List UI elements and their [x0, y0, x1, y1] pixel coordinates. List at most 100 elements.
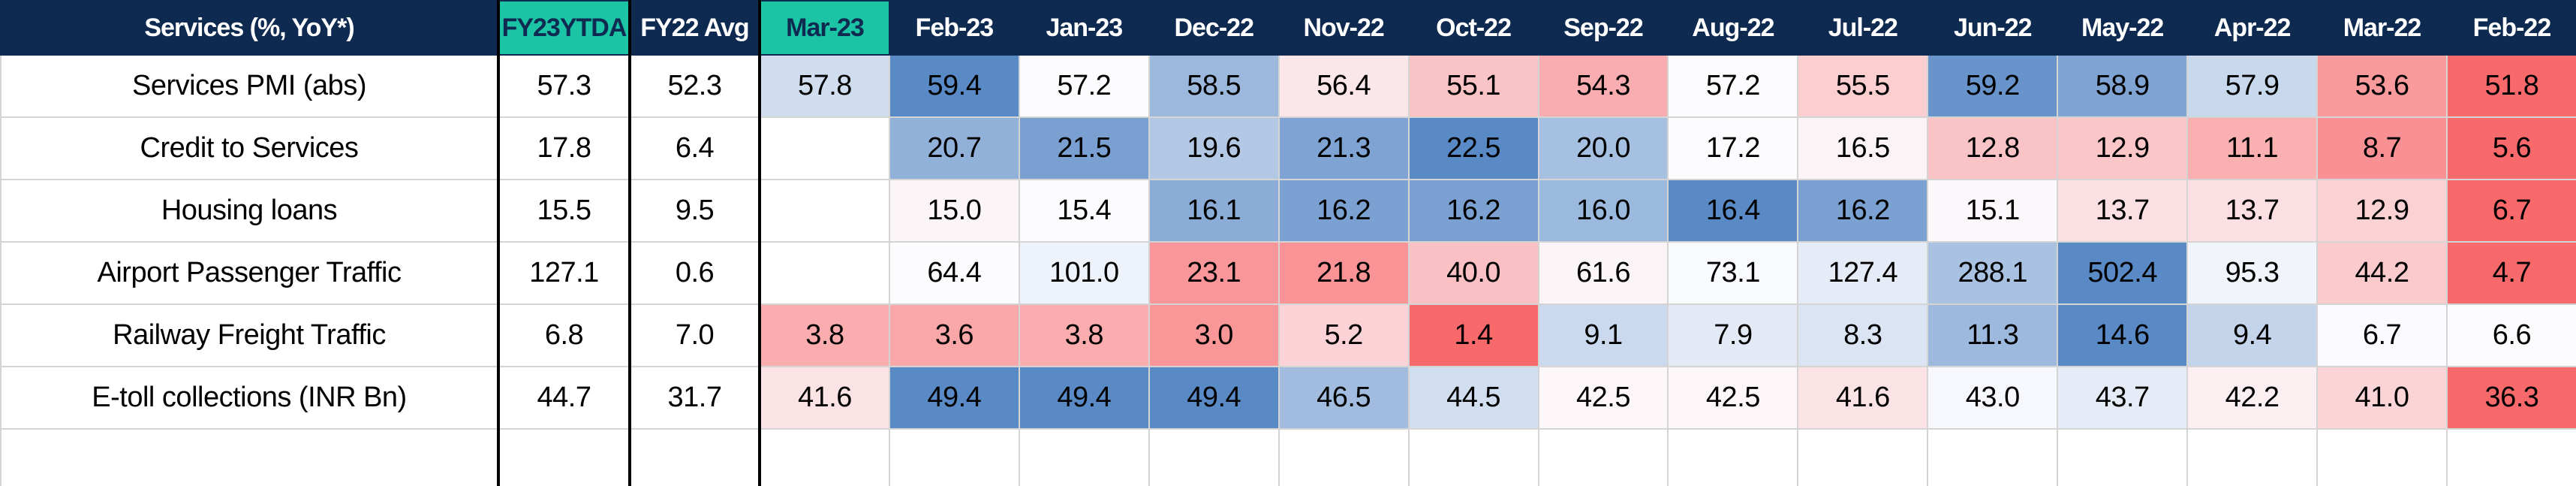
table-cell: 12.8	[1927, 116, 2059, 180]
table-cell: 61.6	[1537, 241, 1669, 305]
table-cell: 19.6	[1148, 116, 1280, 180]
table-cell: 7.0	[629, 303, 761, 367]
table-cell: 127.4	[1797, 241, 1929, 305]
table-cell: 7.9	[1667, 303, 1799, 367]
table-cell: 49.4	[1148, 366, 1280, 430]
table-cell: 8.7	[2316, 116, 2448, 180]
empty-cell	[2186, 428, 2319, 486]
row-label: Credit to Services	[0, 116, 500, 180]
empty-cell	[1537, 428, 1669, 486]
table-cell: 42.2	[2186, 366, 2319, 430]
table-cell: 8.3	[1797, 303, 1929, 367]
table-cell: 44.2	[2316, 241, 2448, 305]
table-row: Railway Freight Traffic 6.8 7.0 3.8 3.6 3.8 3.…	[0, 303, 2576, 367]
table-cell: 57.8	[759, 54, 890, 118]
table-cell: 5.2	[1277, 303, 1410, 367]
empty-cell	[759, 428, 890, 486]
table-cell: 21.3	[1277, 116, 1410, 180]
table-cell: 3.8	[1018, 303, 1150, 367]
table-cell: 16.0	[1537, 179, 1669, 243]
table-cell: 288.1	[1927, 241, 2059, 305]
table-cell: 12.9	[2057, 116, 2189, 180]
table-cell: 58.9	[2057, 54, 2189, 118]
table-cell: 6.4	[629, 116, 761, 180]
table-cell: 15.1	[1927, 179, 2059, 243]
row-label: Services PMI (abs)	[0, 54, 500, 118]
empty-cell	[2316, 428, 2448, 486]
table-row: Services PMI (abs) 57.3 52.3 57.8 59.4 57.2 58…	[0, 54, 2576, 118]
column-header: Mar-22	[2316, 0, 2448, 56]
column-header: FY23YTDA	[498, 0, 631, 56]
table-cell: 41.6	[759, 366, 890, 430]
table-cell: 53.6	[2316, 54, 2448, 118]
column-header: Oct-22	[1407, 0, 1539, 56]
table-cell: 49.4	[888, 366, 1020, 430]
column-header: Sep-22	[1537, 0, 1669, 56]
table-cell: 20.0	[1537, 116, 1669, 180]
table-cell: 40.0	[1407, 241, 1539, 305]
empty-cell	[1667, 428, 1799, 486]
table-cell: 13.7	[2057, 179, 2189, 243]
table-cell: 502.4	[2057, 241, 2189, 305]
table-cell: 56.4	[1277, 54, 1410, 118]
table-cell: 55.5	[1797, 54, 1929, 118]
table-cell: 3.8	[759, 303, 890, 367]
column-header: Nov-22	[1277, 0, 1410, 56]
column-header: Apr-22	[2186, 0, 2319, 56]
table-cell: 41.0	[2316, 366, 2448, 430]
table-cell: 13.7	[2186, 179, 2319, 243]
row-label: Housing loans	[0, 179, 500, 243]
table-cell: 73.1	[1667, 241, 1799, 305]
table-cell: 21.8	[1277, 241, 1410, 305]
table-cell: 59.4	[888, 54, 1020, 118]
empty-cell	[1277, 428, 1410, 486]
table-cell: 49.4	[1018, 366, 1150, 430]
table-cell: 5.6	[2445, 116, 2576, 180]
table-cell: 6.8	[498, 303, 631, 367]
table-cell: 15.4	[1018, 179, 1150, 243]
empty-cell	[1797, 428, 1929, 486]
table-cell: 16.5	[1797, 116, 1929, 180]
table-cell: 1.4	[1407, 303, 1539, 367]
table-cell: 0.6	[629, 241, 761, 305]
column-header: Jan-23	[1018, 0, 1150, 56]
table-cell: 16.1	[1148, 179, 1280, 243]
table-cell: 6.6	[2445, 303, 2576, 367]
table-cell: 59.2	[1927, 54, 2059, 118]
table-row: E-toll collections (INR Bn) 44.7 31.7 41.6 4…	[0, 366, 2576, 430]
table-cell: 101.0	[1018, 241, 1150, 305]
table-cell	[759, 241, 890, 305]
table-cell	[759, 179, 890, 243]
table-cell: 23.1	[1148, 241, 1280, 305]
table-cell	[759, 116, 890, 180]
column-header: Feb-23	[888, 0, 1020, 56]
table-cell: 44.7	[498, 366, 631, 430]
empty-row	[0, 428, 2576, 486]
table-cell: 15.5	[498, 179, 631, 243]
table-cell: 46.5	[1277, 366, 1410, 430]
table-cell: 4.7	[2445, 241, 2576, 305]
table-cell: 3.6	[888, 303, 1020, 367]
column-header: Aug-22	[1667, 0, 1799, 56]
table-cell: 11.1	[2186, 116, 2319, 180]
table-cell: 11.3	[1927, 303, 2059, 367]
table-cell: 43.7	[2057, 366, 2189, 430]
empty-cell	[1148, 428, 1280, 486]
table-row: Housing loans 15.5 9.5 15.0 15.4 16.1 16.2 16.2…	[0, 179, 2576, 243]
table-cell: 54.3	[1537, 54, 1669, 118]
column-header: May-22	[2057, 0, 2189, 56]
table-cell: 36.3	[2445, 366, 2576, 430]
table-cell: 57.9	[2186, 54, 2319, 118]
table-cell: 17.2	[1667, 116, 1799, 180]
empty-cell	[1407, 428, 1539, 486]
table-cell: 16.2	[1277, 179, 1410, 243]
table-cell: 9.4	[2186, 303, 2319, 367]
table-cell: 3.0	[1148, 303, 1280, 367]
table-row: Airport Passenger Traffic 127.1 0.6 64.4 101…	[0, 241, 2576, 305]
column-header: Feb-22	[2445, 0, 2576, 56]
empty-cell	[2445, 428, 2576, 486]
table-cell: 21.5	[1018, 116, 1150, 180]
table-cell: 64.4	[888, 241, 1020, 305]
table-cell: 16.4	[1667, 179, 1799, 243]
